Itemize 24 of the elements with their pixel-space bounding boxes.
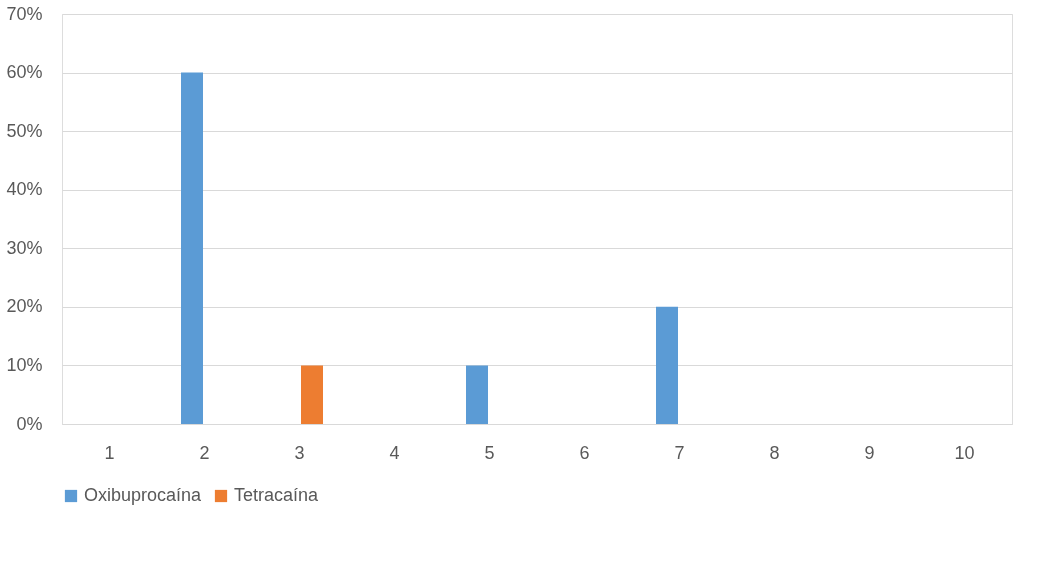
legend-label: Tetracaína <box>234 485 320 505</box>
x-tick-label: 6 <box>579 442 590 463</box>
x-tick-label: 1 <box>104 442 115 463</box>
y-tick-label: 20% <box>6 296 43 317</box>
y-tick-label: 10% <box>6 354 43 375</box>
bar <box>181 72 203 424</box>
y-tick-label: 60% <box>6 62 43 83</box>
y-tick-label: 70% <box>6 3 43 24</box>
bar <box>656 306 678 424</box>
x-tick-label: 10 <box>954 442 975 463</box>
x-tick-label: 5 <box>484 442 495 463</box>
y-tick-label: 0% <box>16 413 43 434</box>
bar <box>301 365 323 424</box>
x-tick-label: 4 <box>389 442 400 463</box>
y-tick-label: 50% <box>6 120 43 141</box>
y-tick-label: 30% <box>6 237 43 258</box>
y-tick-label: 40% <box>6 179 43 200</box>
bar <box>466 365 488 424</box>
x-tick-label: 2 <box>199 442 210 463</box>
legend-label: Oxibuprocaína <box>84 485 203 505</box>
x-tick-label: 3 <box>294 442 305 463</box>
x-tick-label: 7 <box>674 442 685 463</box>
x-tick-label: 8 <box>769 442 780 463</box>
x-tick-label: 9 <box>864 442 875 463</box>
